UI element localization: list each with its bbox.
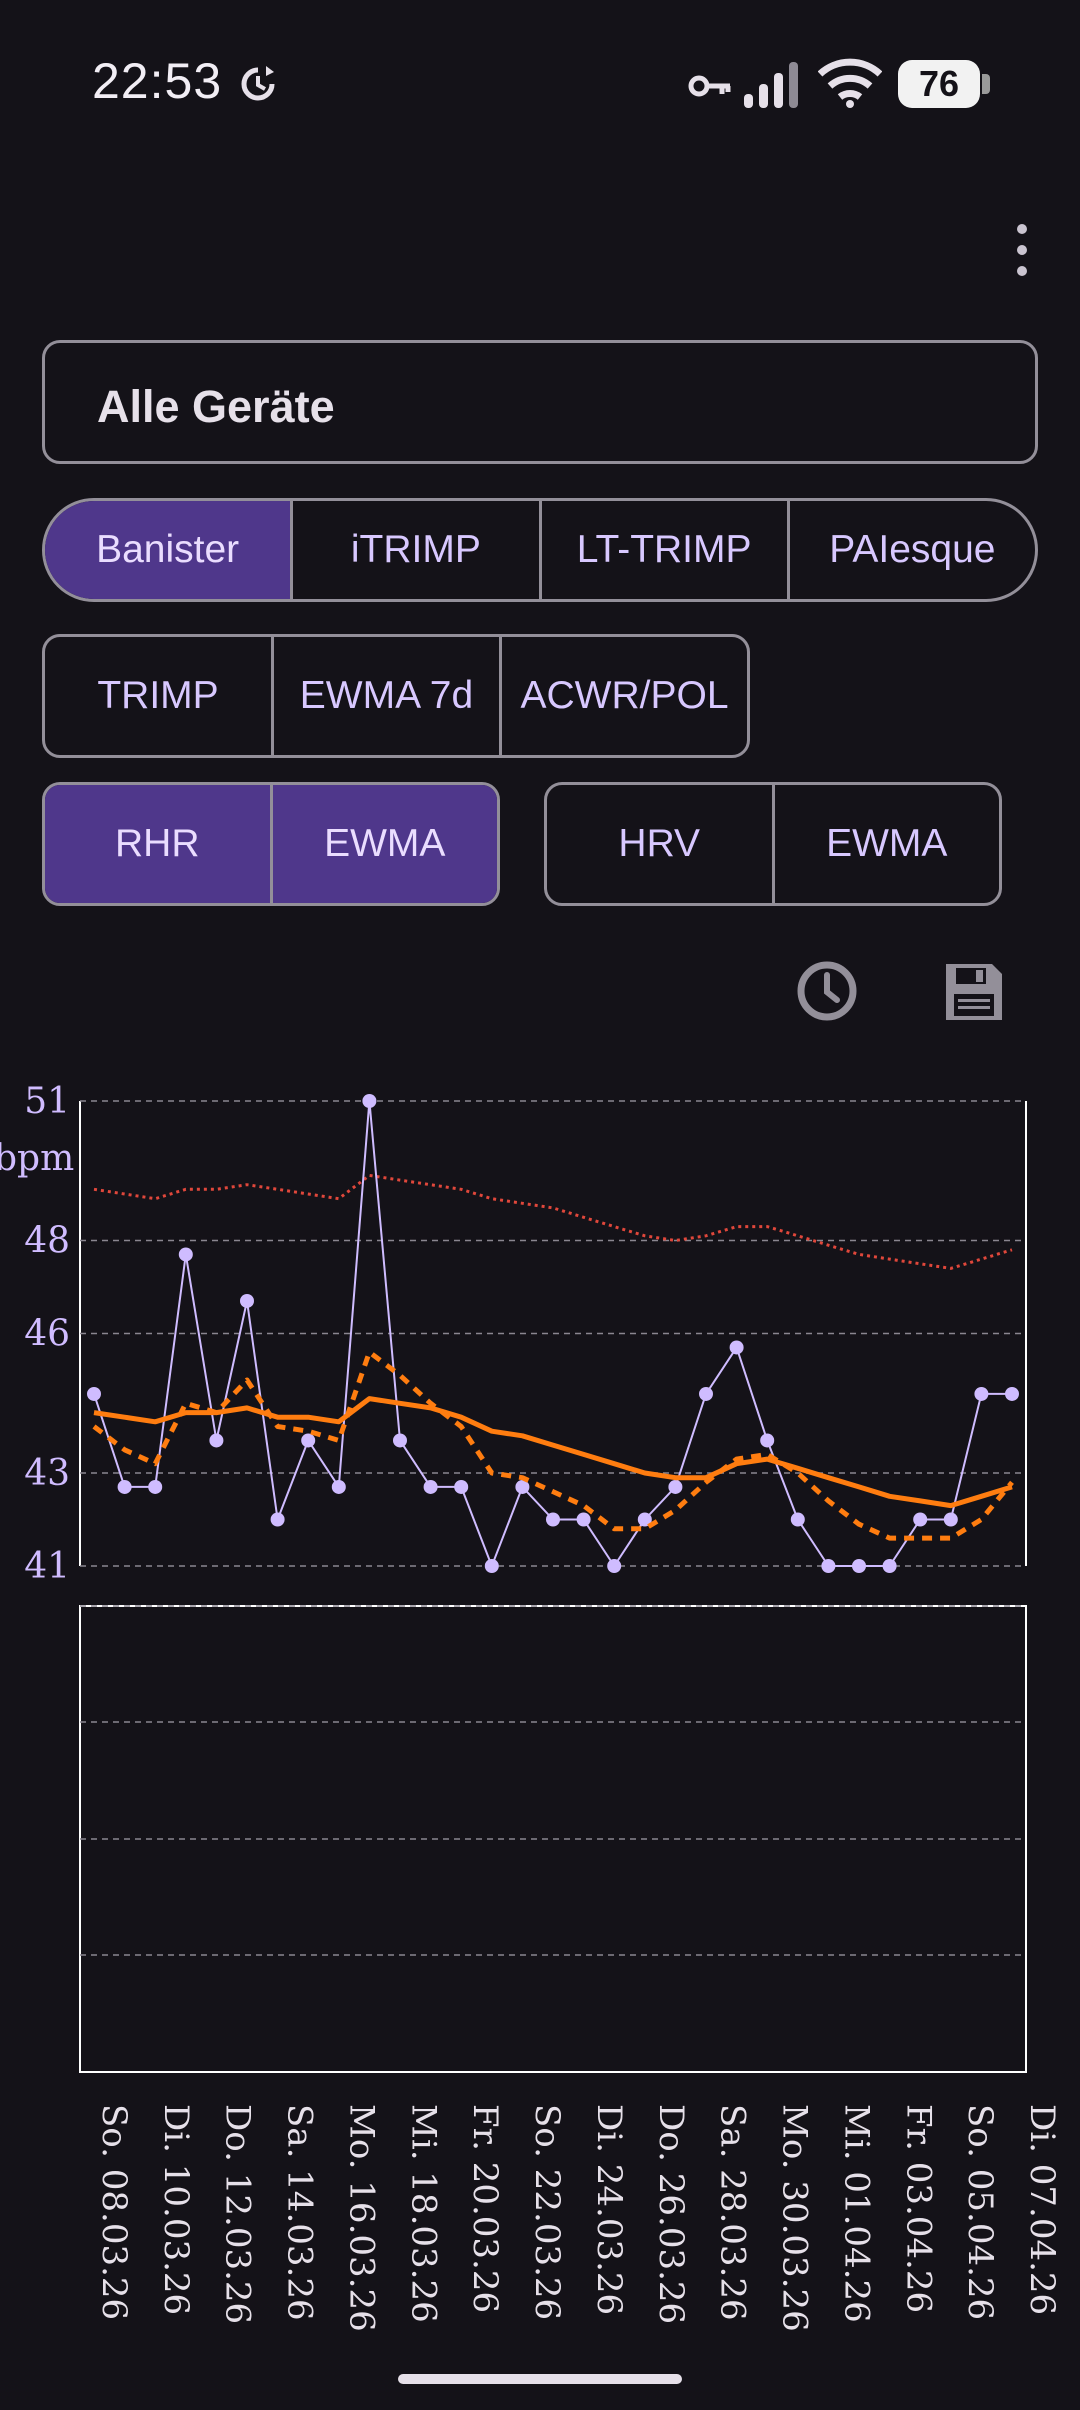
rhr-data-point	[484, 1559, 499, 1573]
x-tick-label: Mi. 01.04.26	[836, 2104, 876, 2323]
rhr-data-point	[148, 1479, 163, 1494]
x-tick-label: Mo. 16.03.26	[341, 2104, 381, 2332]
rhr-data-point	[699, 1386, 713, 1401]
rhr-data-point	[240, 1293, 254, 1308]
x-tick-label: So. 05.04.26	[960, 2104, 1000, 2320]
key-icon	[688, 75, 731, 97]
clock: 22:53	[92, 53, 223, 109]
signal-icon	[744, 62, 798, 108]
x-tick-label: Do. 26.03.26	[651, 2104, 691, 2324]
segment-lt-trimp[interactable]: LT-TRIMP	[538, 501, 787, 599]
status-bar: 22:53 76	[0, 0, 1080, 170]
y-tick-label: 48	[24, 1221, 70, 1262]
wifi-icon	[818, 58, 882, 108]
battery-level: 76	[918, 63, 960, 104]
x-tick-label: Mi. 18.03.26	[403, 2104, 443, 2323]
x-tick-label: Sa. 28.03.26	[713, 2104, 753, 2321]
rhr-data-point	[576, 1512, 591, 1527]
rhr-data-point	[393, 1433, 407, 1448]
x-tick-label: Sa. 14.03.26	[280, 2104, 320, 2321]
rhr-chart: 51 48 46 43 41 bpm So. 08.03.26 Di. 10.03.26 Do.…	[0, 1081, 1062, 2332]
segment-itrimp[interactable]: iTRIMP	[290, 501, 538, 599]
x-tick-label: Fr. 20.03.26	[465, 2104, 505, 2313]
y-tick-label: 43	[24, 1453, 70, 1494]
rhr-data-point	[852, 1559, 866, 1573]
battery-icon: 76	[898, 60, 990, 108]
x-tick-label: Mo. 30.03.26	[775, 2104, 815, 2332]
segment-rhr[interactable]: RHR	[45, 785, 270, 903]
save-icon[interactable]	[942, 960, 1006, 1024]
rhr-data-point	[913, 1512, 928, 1527]
series-line-solid	[93, 1396, 1013, 1509]
x-tick-label: So. 08.03.26	[94, 2104, 134, 2320]
segment-rhr-ewma[interactable]: EWMA	[269, 785, 497, 903]
rhr-data-point	[454, 1479, 469, 1494]
device-selector[interactable]: Alle Geräte	[42, 340, 1038, 464]
home-indicator[interactable]	[398, 2374, 682, 2384]
segment-acwr-pol[interactable]: ACWR/POL	[499, 637, 747, 755]
segment-ewma-7d[interactable]: EWMA 7d	[271, 637, 499, 755]
rhr-data-point	[607, 1559, 622, 1573]
rhr-data-point	[821, 1559, 836, 1573]
x-tick-label: Fr. 03.04.26	[898, 2104, 938, 2313]
series-line-dashed	[92, 1349, 1014, 1541]
series-line-dotted	[93, 1173, 1013, 1270]
rhr-data-point	[362, 1094, 377, 1108]
rhr-data-point	[1005, 1386, 1019, 1401]
rhr-data-point	[546, 1512, 560, 1527]
rhr-data-point	[943, 1512, 958, 1527]
device-selector-value: Alle Geräte	[97, 381, 335, 432]
rhr-data-point	[301, 1433, 316, 1448]
rhr-data-point	[87, 1386, 101, 1401]
y-axis-unit-label: bpm	[0, 1138, 74, 1179]
rhr-data-point	[668, 1479, 683, 1494]
segment-trimp[interactable]: TRIMP	[97, 674, 219, 717]
segment-paiesque[interactable]: PAIesque	[786, 501, 1035, 599]
load-segmented-control: TRIMP EWMA 7d ACWR/POL	[42, 634, 750, 758]
rhr-data-point	[423, 1479, 438, 1494]
rhr-data-point	[974, 1386, 989, 1401]
hrv-segmented-control: HRV EWMA	[544, 782, 1002, 906]
y-tick-label: 46	[24, 1314, 70, 1355]
x-tick-label: Di. 07.04.26	[1022, 2104, 1062, 2315]
rhr-data-point	[637, 1512, 652, 1527]
rhr-data-point	[882, 1559, 897, 1573]
rhr-data-point	[270, 1512, 285, 1527]
rhr-data-point	[515, 1479, 530, 1494]
rhr-data-point	[209, 1433, 224, 1448]
rhr-segmented-control: RHR EWMA	[42, 782, 500, 906]
x-tick-label: Do. 12.03.26	[218, 2104, 258, 2324]
rhr-data-point	[760, 1433, 775, 1448]
x-tick-label: Di. 10.03.26	[156, 2104, 196, 2315]
x-tick-label: So. 22.03.26	[527, 2104, 567, 2320]
y-tick-label: 51	[24, 1081, 70, 1122]
model-segmented-control: Banister iTRIMP LT-TRIMP PAIesque	[42, 498, 1038, 602]
y-tick-label: 41	[24, 1546, 70, 1587]
more-vert-icon[interactable]	[1004, 220, 1040, 280]
history-icon[interactable]	[796, 960, 858, 1022]
segment-banister[interactable]: Banister	[45, 501, 291, 599]
rhr-data-point	[790, 1512, 805, 1527]
rhr-data-point	[729, 1340, 744, 1355]
segment-hrv-ewma[interactable]: EWMA	[771, 785, 1000, 903]
x-tick-label: Di. 24.03.26	[589, 2104, 629, 2315]
sync-icon	[241, 66, 275, 101]
segment-hrv[interactable]: HRV	[618, 822, 701, 865]
rhr-data-point	[117, 1479, 132, 1494]
rhr-data-point	[331, 1479, 346, 1494]
rhr-data-point	[178, 1247, 193, 1262]
